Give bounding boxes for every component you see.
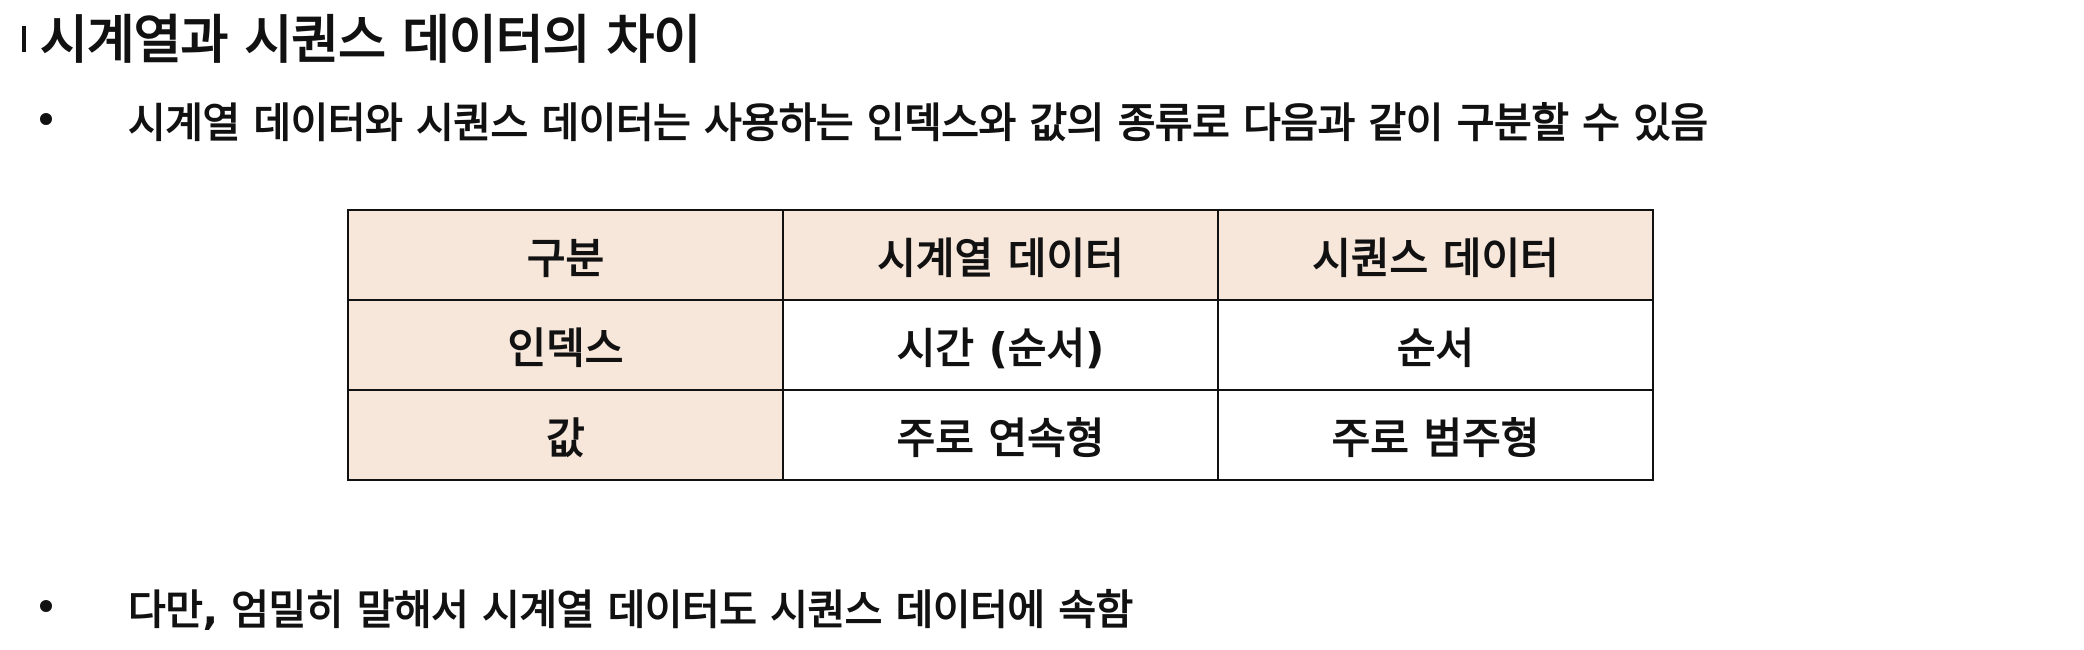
table-row: 인덱스 시간 (순서) 순서 xyxy=(347,299,1654,391)
table-row: 값 주로 연속형 주로 범주형 xyxy=(347,389,1654,481)
bullet-dot-icon xyxy=(40,113,52,125)
table-header-cell: 시계열 데이터 xyxy=(782,209,1219,301)
bullet-text-2: 다만, 엄밀히 말해서 시계열 데이터도 시퀀스 데이터에 속함 xyxy=(128,586,1133,634)
table-header-cell: 구분 xyxy=(347,209,784,301)
table-row-label: 인덱스 xyxy=(347,299,784,391)
page-title: 시계열과 시퀀스 데이터의 차이 xyxy=(40,10,701,71)
bullet-item-2: 다만, 엄밀히 말해서 시계열 데이터도 시퀀스 데이터에 속함 xyxy=(40,575,1133,637)
bullet-text-1: 시계열 데이터와 시퀀스 데이터는 사용하는 인덱스와 값의 종류로 다음과 같… xyxy=(128,99,1708,147)
bullet-dot-icon xyxy=(40,600,52,612)
table-row-label: 값 xyxy=(347,389,784,481)
comparison-table: 구분 시계열 데이터 시퀀스 데이터 인덱스 시간 (순서) 순서 값 주로 연… xyxy=(347,209,1654,481)
title-marker-bar xyxy=(22,26,26,52)
table-cell: 주로 범주형 xyxy=(1217,389,1654,481)
bullet-item-1: 시계열 데이터와 시퀀스 데이터는 사용하는 인덱스와 값의 종류로 다음과 같… xyxy=(40,88,1708,150)
table-cell: 순서 xyxy=(1217,299,1654,391)
table-header-cell: 시퀀스 데이터 xyxy=(1217,209,1654,301)
page-title-row: 시계열과 시퀀스 데이터의 차이 xyxy=(22,0,701,71)
table-cell: 시간 (순서) xyxy=(782,299,1219,391)
table-header-row: 구분 시계열 데이터 시퀀스 데이터 xyxy=(347,209,1654,301)
table-cell: 주로 연속형 xyxy=(782,389,1219,481)
